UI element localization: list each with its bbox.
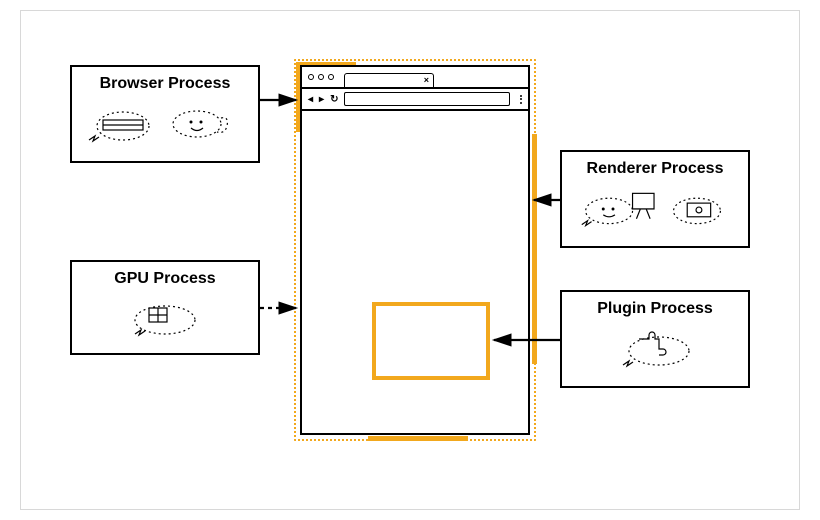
browser-window: × ◂ ▸ ↻ [300, 65, 530, 435]
accent-bar [532, 134, 537, 364]
renderer-process-art [572, 178, 738, 238]
plugin-region-rect [372, 302, 490, 380]
accent-bar [368, 436, 468, 441]
renderer-process-box: Renderer Process [560, 150, 750, 248]
renderer-process-label: Renderer Process [572, 160, 738, 178]
plugin-process-label: Plugin Process [572, 300, 738, 318]
plugin-process-art [572, 318, 738, 378]
url-bar [344, 92, 510, 106]
browser-tab: × [344, 73, 434, 87]
nav-fwd-icon: ▸ [319, 94, 324, 105]
browser-titlebar: × [302, 67, 528, 89]
browser-process-art [82, 93, 248, 153]
menu-dots-icon [520, 95, 522, 104]
browser-process-box: Browser Process [70, 65, 260, 163]
traffic-light-icons [308, 74, 334, 80]
nav-reload-icon: ↻ [330, 94, 338, 105]
browser-process-label: Browser Process [82, 75, 248, 93]
browser-navbar: ◂ ▸ ↻ [302, 89, 528, 111]
diagram-stage: × ◂ ▸ ↻ Browser Process GPU [0, 0, 820, 520]
plugin-process-box: Plugin Process [560, 290, 750, 388]
gpu-process-label: GPU Process [82, 270, 248, 288]
nav-back-icon: ◂ [308, 94, 313, 105]
tab-close-icon: × [424, 75, 429, 85]
gpu-process-box: GPU Process [70, 260, 260, 355]
gpu-process-art [82, 288, 248, 345]
